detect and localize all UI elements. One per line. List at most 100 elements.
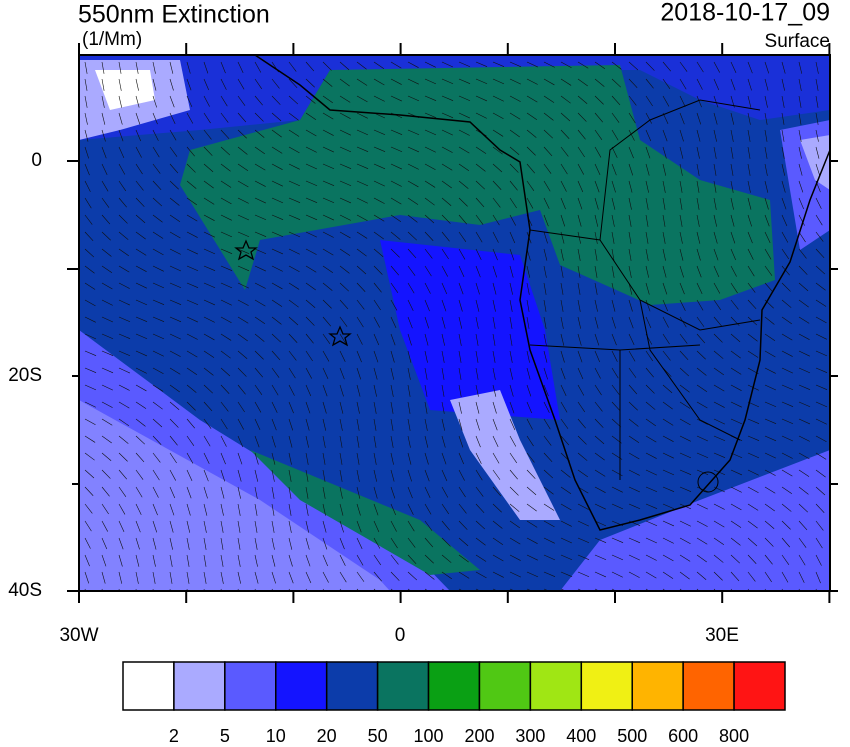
wind-barb [203, 95, 210, 107]
wind-barb [186, 316, 199, 323]
wind-barb [696, 486, 709, 493]
wind-barb [662, 180, 666, 193]
wind-barb [135, 146, 142, 158]
wind-barb [747, 299, 757, 310]
wind-barb [101, 469, 111, 479]
wind-barb [577, 520, 589, 527]
wind-barb [152, 367, 164, 375]
wind-barb [322, 95, 334, 104]
wind-barb [764, 197, 769, 210]
wind-barb [441, 384, 445, 397]
wind-barb [628, 537, 641, 544]
wind-barb [305, 61, 315, 72]
wind-barb [356, 435, 360, 448]
wind-barb [305, 129, 317, 137]
wind-barb [475, 384, 479, 397]
wind-barb [458, 163, 470, 172]
wind-barb [271, 112, 282, 122]
wind-barb [220, 486, 225, 499]
wind-barb [237, 333, 248, 342]
wind-barb [815, 78, 819, 91]
wind-barb [509, 367, 514, 380]
wind-barb [390, 486, 396, 499]
wind-barb [526, 78, 538, 85]
wind-barb [373, 486, 378, 499]
wind-barb [186, 231, 198, 238]
wind-barb [186, 299, 199, 306]
wind-barb [713, 537, 725, 546]
wind-barb [577, 78, 588, 87]
wind-barb [492, 316, 496, 329]
wind-barb [152, 350, 164, 357]
wind-barb [781, 333, 793, 341]
wind-barb [662, 248, 666, 261]
wind-barb [798, 435, 810, 442]
wind-barb [543, 503, 555, 511]
wind-barb [356, 299, 365, 310]
wind-barb [135, 61, 139, 74]
wind-barb [662, 571, 674, 579]
wind-barb [186, 384, 197, 393]
wind-barb [203, 129, 212, 140]
wind-barb [441, 197, 452, 207]
wind-barb [781, 78, 785, 91]
borders [529, 99, 761, 480]
wind-barb [101, 163, 108, 175]
wind-barb [713, 401, 725, 408]
wind-barb [237, 197, 249, 204]
wind-barb [339, 537, 345, 550]
wind-barb [84, 503, 93, 514]
wind-barb [798, 418, 811, 425]
wind-barb [101, 554, 107, 567]
wind-barb [526, 384, 532, 397]
wind-barb [118, 367, 131, 374]
wind-barb [815, 197, 822, 209]
wind-barb [441, 418, 446, 431]
wind-barb [526, 554, 538, 561]
wind-barb [594, 146, 602, 158]
station-marker [234, 239, 258, 261]
wind-barb [475, 146, 487, 154]
wind-barb [118, 197, 127, 208]
wind-barb [611, 333, 617, 346]
wind-barb [169, 265, 182, 272]
wind-barb [441, 350, 445, 363]
wind-barb [696, 231, 701, 244]
wind-barb [509, 180, 518, 191]
wind-barb [662, 435, 674, 442]
wind-barb [730, 78, 736, 91]
wind-barb [594, 61, 606, 70]
wind-barb [254, 452, 259, 465]
wind-barb [271, 78, 280, 89]
wind-barb [509, 231, 516, 244]
axes: 0 20S 40S 30W 0 30E [8, 43, 838, 646]
wind-barb [271, 231, 284, 237]
wind-barb [747, 78, 752, 91]
wind-barb [152, 78, 157, 91]
wind-barb [135, 554, 140, 567]
wind-barb [441, 316, 446, 329]
wind-barb [492, 163, 503, 173]
wind-barb [84, 129, 89, 142]
wind-barb [424, 163, 436, 171]
wind-barb [356, 554, 364, 566]
wind-barb [662, 282, 668, 295]
wind-barb [509, 537, 521, 545]
wind-barb [696, 78, 703, 90]
wind-barb [135, 214, 146, 224]
wind-barb [254, 214, 267, 221]
wind-barb [730, 537, 741, 546]
wind-barb [696, 299, 704, 311]
wind-barb [713, 418, 725, 425]
wind-barb [152, 486, 159, 498]
wind-barb [577, 163, 584, 175]
wind-barb [169, 78, 174, 91]
wind-barb [390, 282, 399, 294]
wind-barb [611, 503, 624, 510]
wind-barb [271, 367, 280, 378]
wind-barb [390, 316, 397, 329]
wind-barb [118, 350, 131, 357]
wind-barb [730, 265, 737, 277]
wind-barb [730, 554, 740, 564]
wind-barb [543, 180, 551, 192]
